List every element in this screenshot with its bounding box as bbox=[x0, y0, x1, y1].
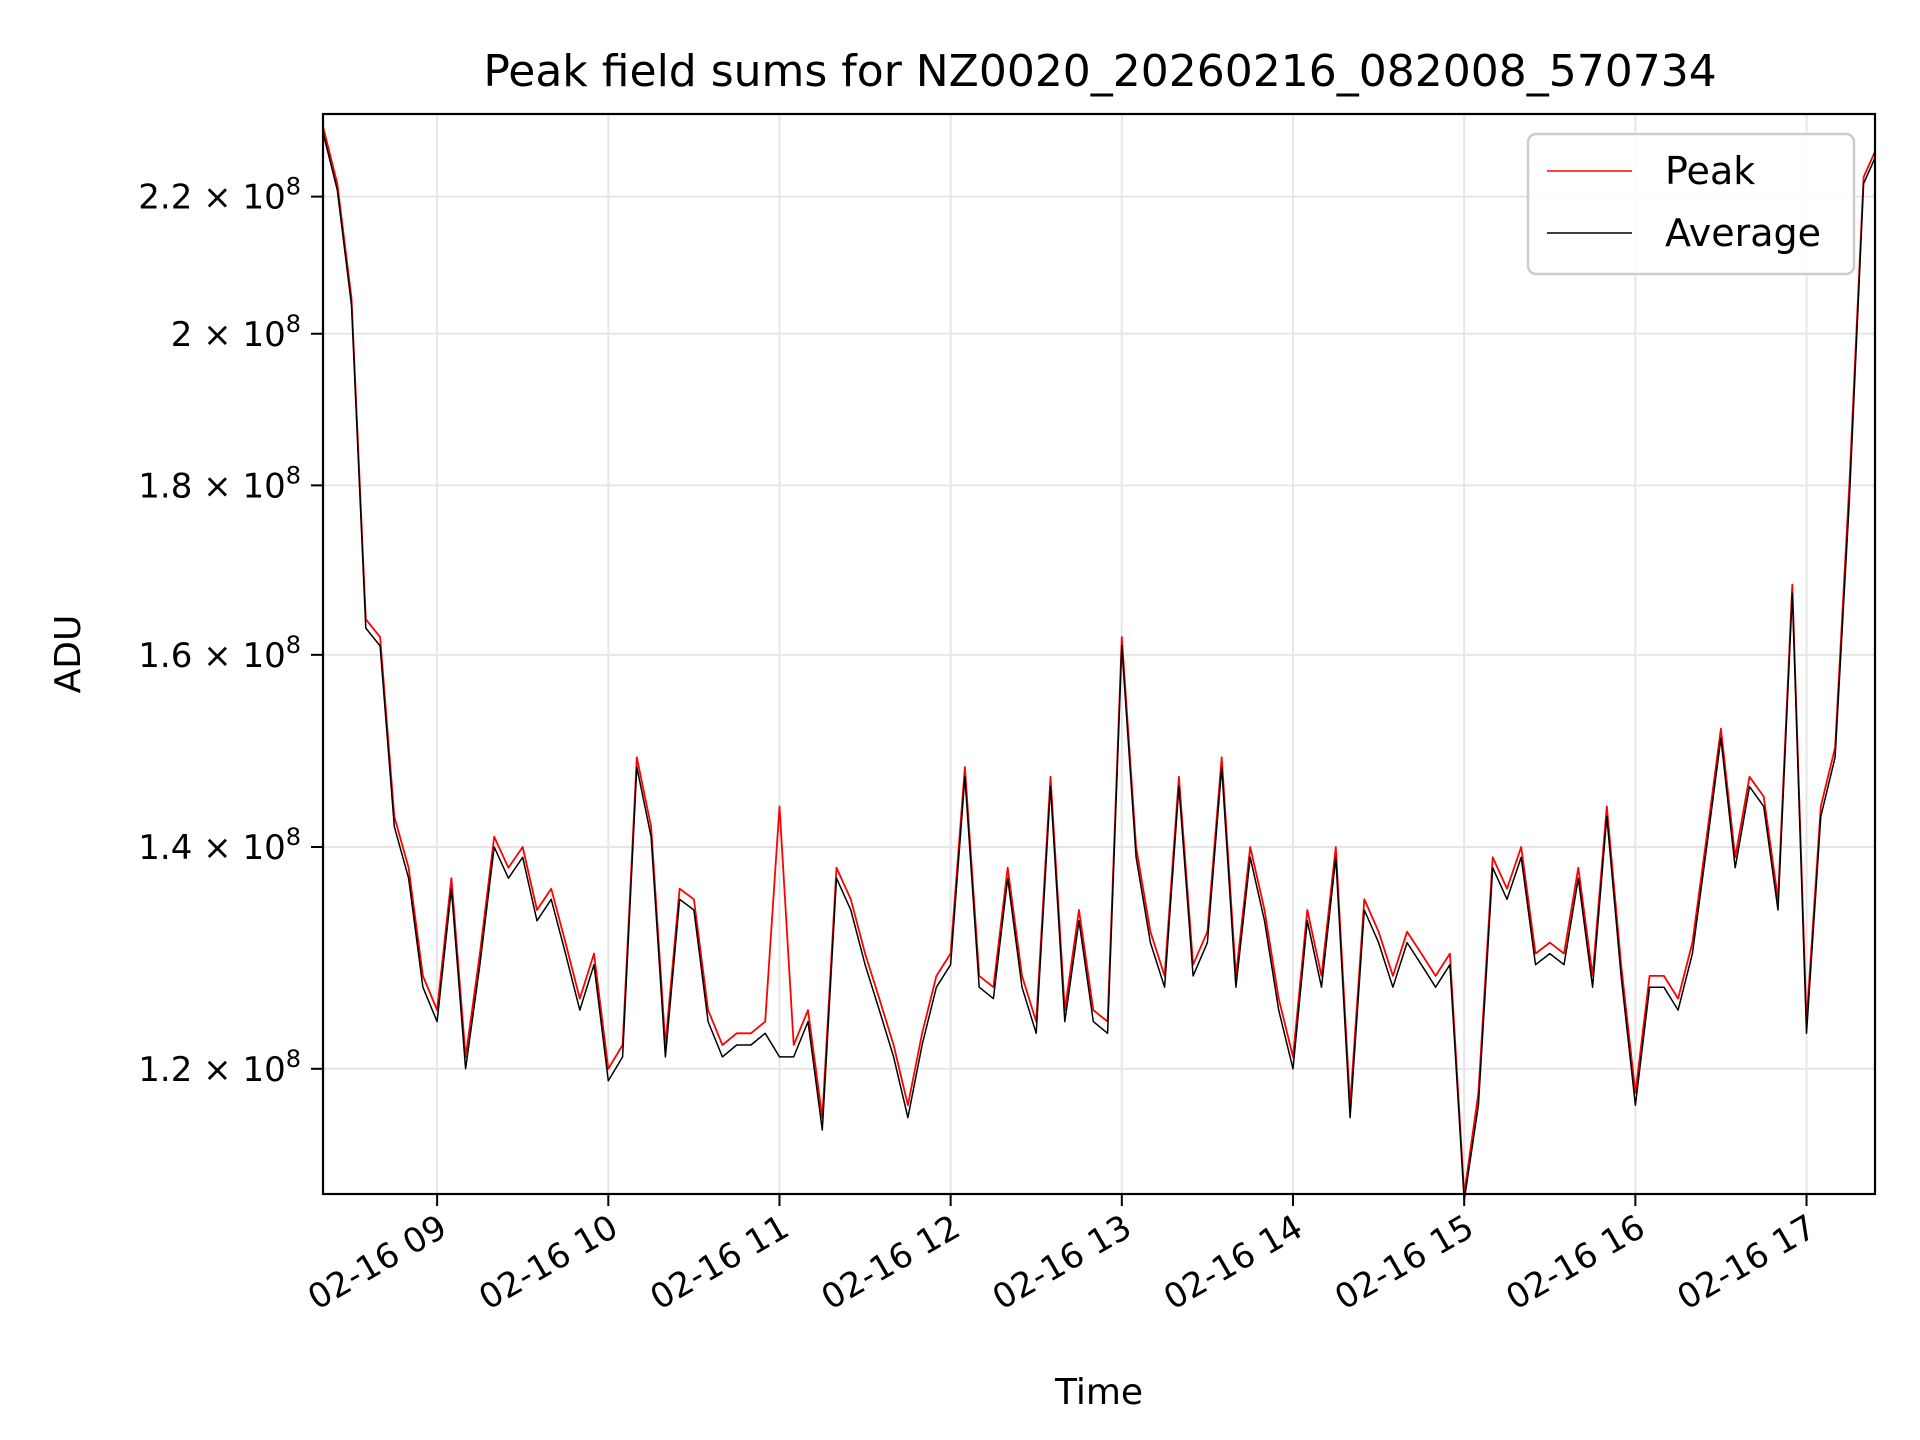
y-tick-times: × 10 bbox=[192, 1050, 285, 1090]
y-tick-times: × 10 bbox=[192, 178, 285, 218]
y-tick-exponent: 8 bbox=[286, 823, 301, 851]
y-tick-label: 1.2 × 108 bbox=[138, 1045, 301, 1090]
legend-box bbox=[1526, 132, 1856, 276]
y-tick-label: 1.6 × 108 bbox=[138, 631, 301, 676]
legend-label-peak: Peak bbox=[1665, 149, 1755, 193]
y-tick-exponent: 8 bbox=[286, 173, 301, 201]
series-line-average bbox=[322, 132, 1876, 1202]
grid bbox=[323, 114, 1875, 1194]
chart-title: Peak field sums for NZ0020_20260216_0820… bbox=[483, 46, 1716, 97]
y-tick-exponent: 8 bbox=[286, 1045, 301, 1073]
x-axis-label: Time bbox=[1054, 1372, 1143, 1413]
y-tick-mantissa: 1.6 bbox=[138, 636, 192, 676]
y-tick-label: 1.4 × 108 bbox=[138, 823, 301, 868]
y-tick-mantissa: 2 bbox=[171, 315, 193, 355]
y-tick-exponent: 8 bbox=[286, 631, 301, 659]
y-tick-mantissa: 1.8 bbox=[138, 466, 192, 506]
y-tick-mantissa: 1.4 bbox=[138, 828, 192, 868]
y-tick-exponent: 8 bbox=[286, 310, 301, 338]
y-tick-exponent: 8 bbox=[286, 461, 301, 489]
y-tick-label: 2 × 108 bbox=[171, 310, 301, 355]
series-line-peak bbox=[322, 126, 1876, 1195]
y-tick-mantissa: 2.2 bbox=[138, 178, 192, 218]
y-tick-label: 2.2 × 108 bbox=[138, 173, 301, 218]
y-tick-times: × 10 bbox=[192, 828, 285, 868]
y-tick-times: × 10 bbox=[192, 315, 285, 355]
y-tick-label: 1.8 × 108 bbox=[138, 461, 301, 506]
legend: Peak Average bbox=[1526, 132, 1856, 276]
series-layer bbox=[322, 126, 1876, 1202]
y-tick-times: × 10 bbox=[192, 466, 285, 506]
y-tick-times: × 10 bbox=[192, 636, 285, 676]
y-tick-mantissa: 1.2 bbox=[138, 1050, 192, 1090]
y-axis-label: ADU bbox=[48, 615, 89, 694]
legend-label-average: Average bbox=[1665, 211, 1821, 255]
